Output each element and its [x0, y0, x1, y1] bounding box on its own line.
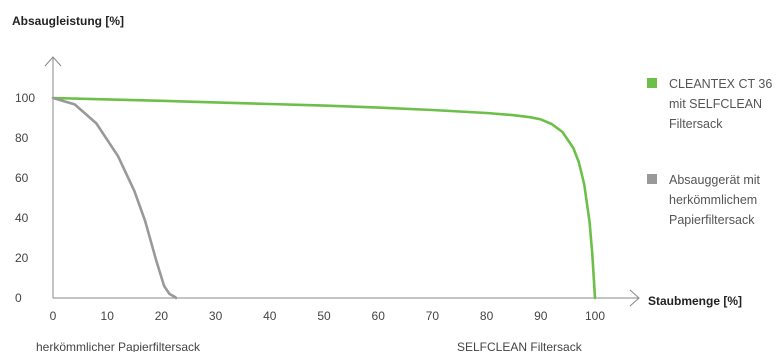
axes — [44, 56, 640, 307]
y-tick-label: 40 — [15, 211, 29, 225]
y-tick-label: 0 — [15, 291, 22, 305]
legend: CLEANTEX CT 36 mit SELFCLEAN Filtersack Abs… — [647, 77, 772, 227]
legend-entry-text: Absauggerät mit — [669, 173, 761, 187]
tick-labels: 0 10 20 30 40 50 60 70 80 90 100 0 20 40 60 80 100 — [15, 91, 605, 323]
annotation-paper-bag: herkömmlicher Papierfiltersack — [36, 340, 201, 352]
y-tick-label: 100 — [15, 91, 35, 105]
legend-swatch — [647, 174, 657, 184]
legend-entry-text: CLEANTEX CT 36 — [669, 77, 772, 91]
x-tick-label: 40 — [263, 309, 277, 323]
legend-swatch — [647, 78, 657, 88]
x-tick-label: 90 — [534, 309, 548, 323]
x-tick-label: 80 — [480, 309, 494, 323]
x-tick-label: 100 — [585, 309, 605, 323]
y-tick-label: 20 — [15, 251, 29, 265]
x-tick-label: 60 — [372, 309, 386, 323]
x-tick-label: 10 — [101, 309, 115, 323]
y-tick-label: 80 — [15, 131, 29, 145]
x-axis-title: Staubmenge [%] — [648, 294, 742, 308]
x-tick-label: 0 — [50, 309, 57, 323]
y-tick-label: 60 — [15, 171, 29, 185]
y-axis-title: Absaugleistung [%] — [12, 14, 124, 28]
legend-entry-text: Filtersack — [669, 117, 723, 131]
x-tick-label: 50 — [317, 309, 331, 323]
x-axis-arrow — [629, 289, 640, 307]
x-tick-label: 70 — [426, 309, 440, 323]
legend-entry-text: Papierfiltersack — [669, 213, 755, 227]
series-line-paper-bag — [51, 96, 178, 300]
y-axis-arrow — [44, 56, 62, 67]
series-line-cleantex — [51, 96, 597, 300]
x-tick-label: 20 — [155, 309, 169, 323]
annotation-selfclean: SELFCLEAN Filtersack — [457, 340, 583, 352]
legend-entry-text: herkömmlichem — [669, 193, 757, 207]
x-tick-label: 30 — [209, 309, 223, 323]
legend-entry-text: mit SELFCLEAN — [669, 97, 762, 111]
series-lines — [51, 96, 597, 300]
